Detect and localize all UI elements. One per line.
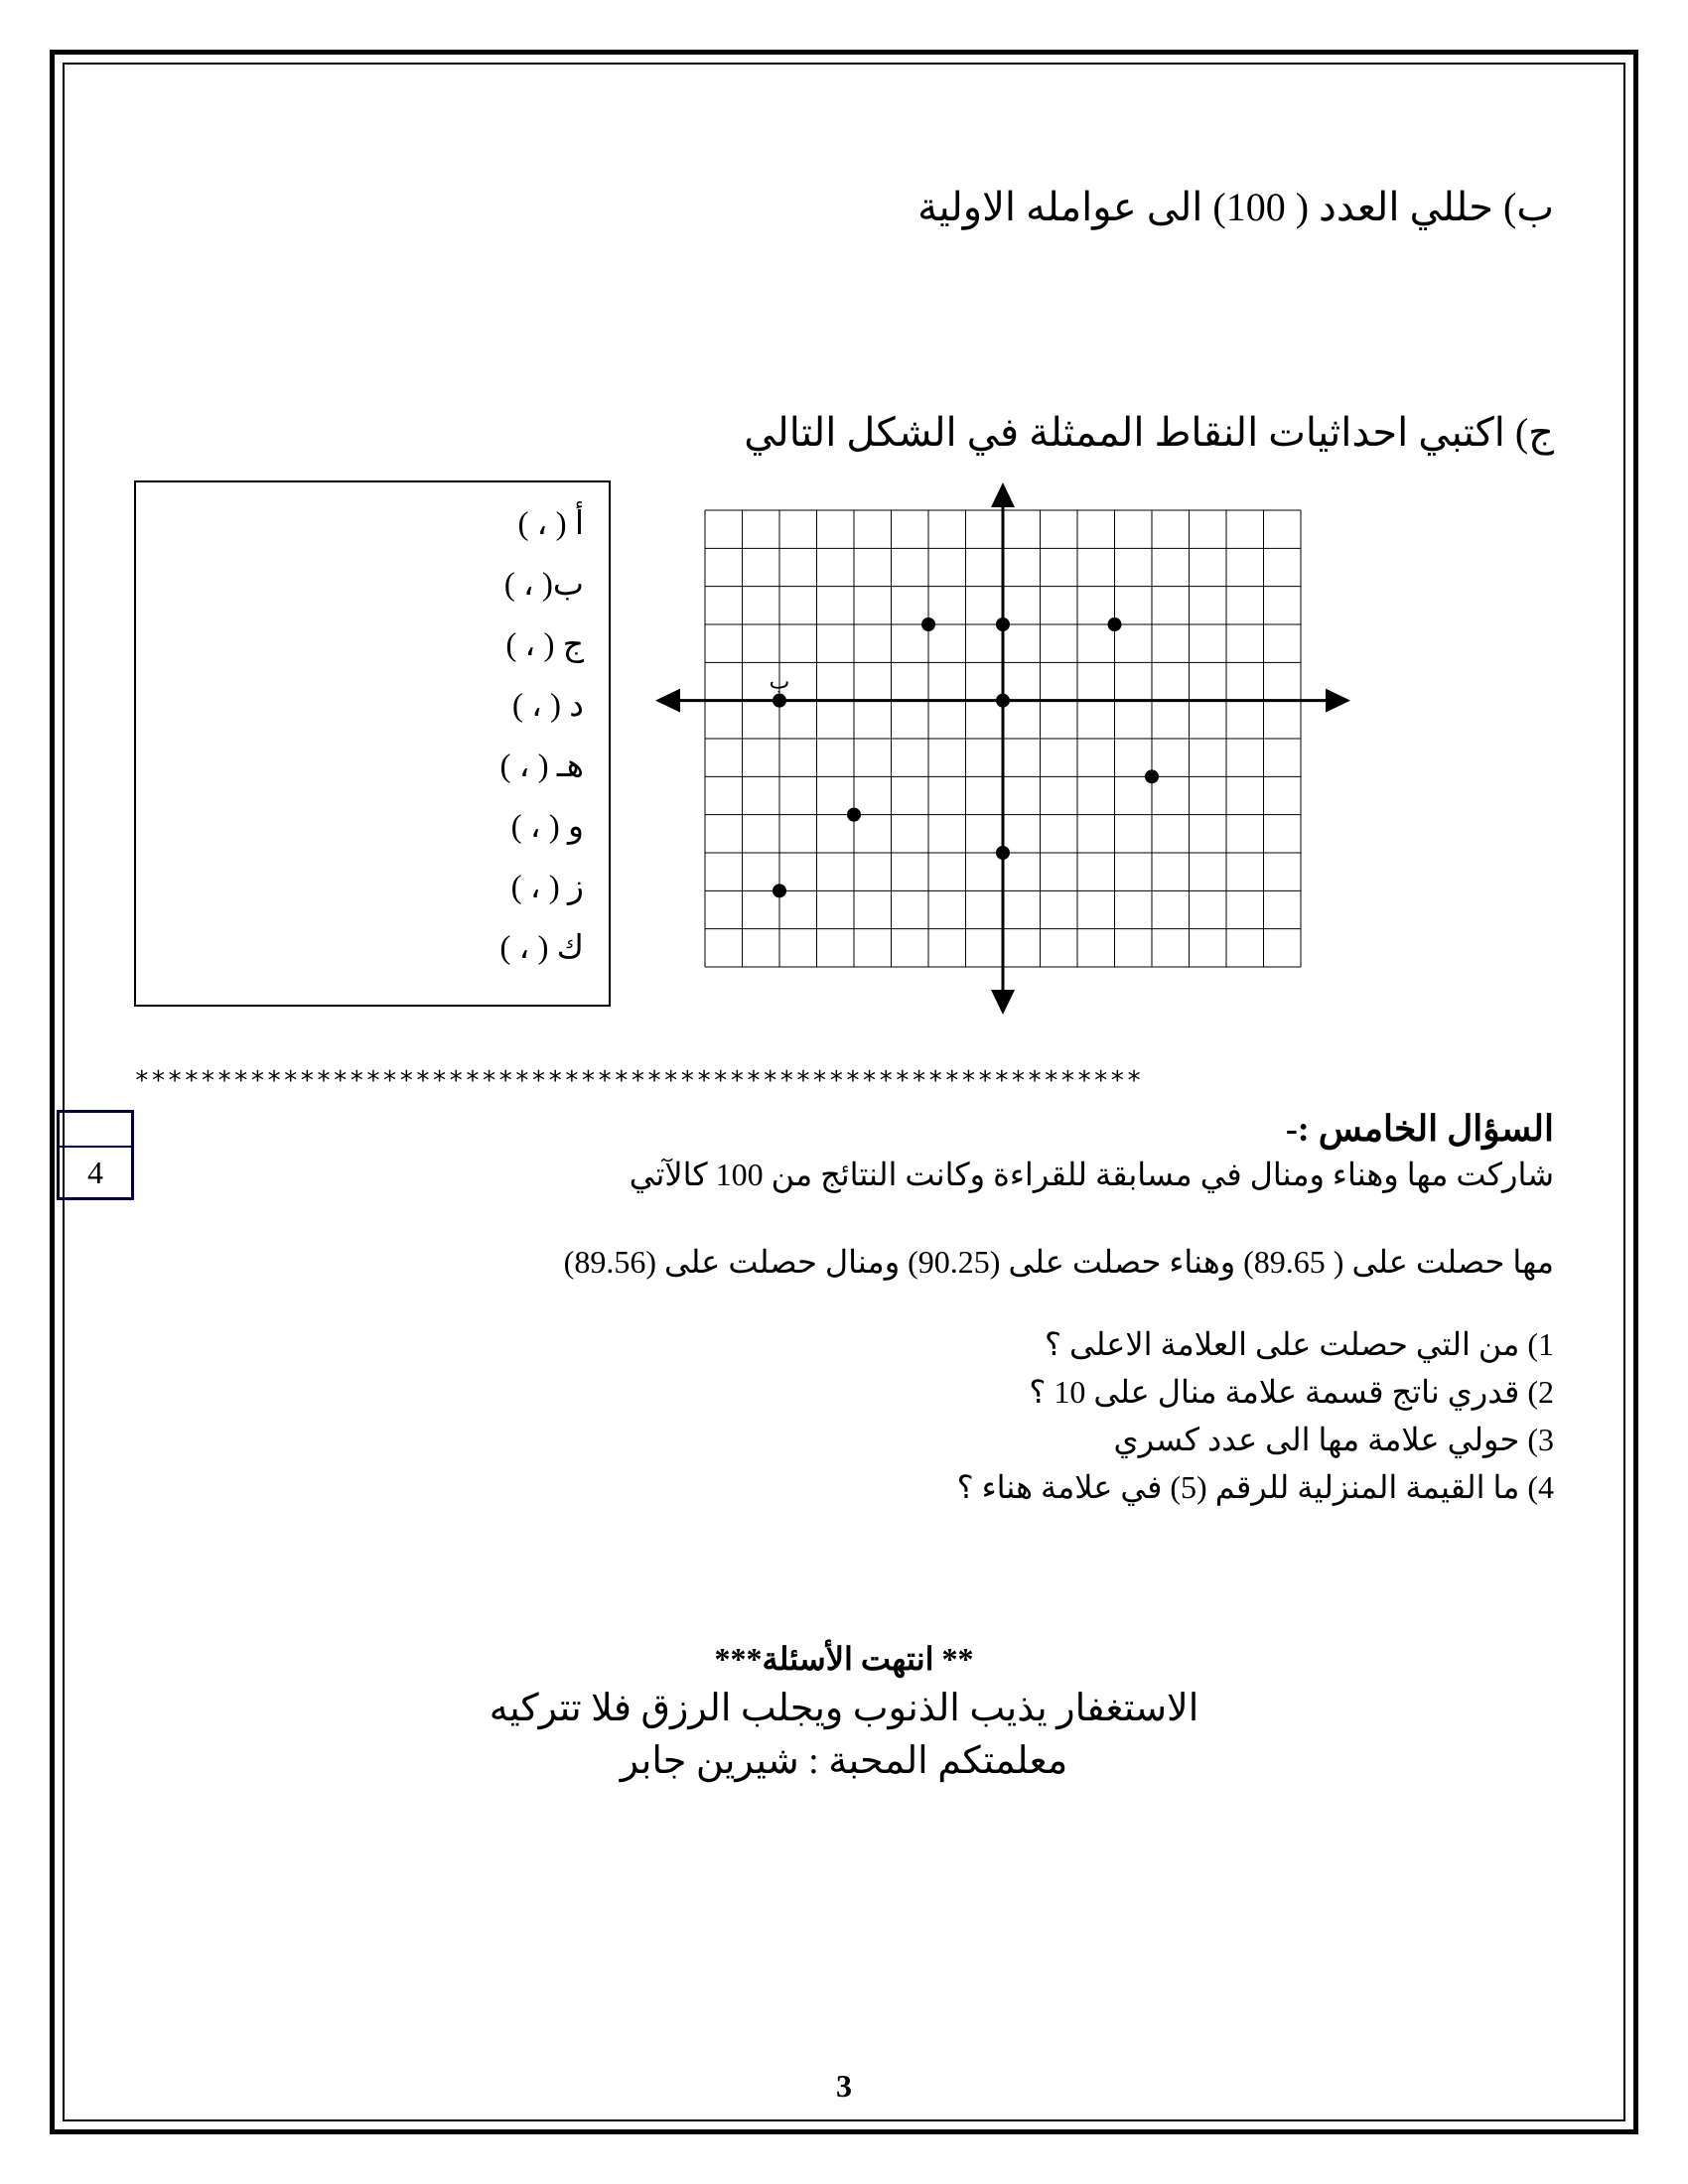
q5-item-3: 3) حولي علامة مها الى عدد كسري	[134, 1416, 1554, 1463]
q5-item-4: 4) ما القيمة المنزلية للرقم (5) في علامة…	[134, 1463, 1554, 1511]
q5-text: شاركت مها وهناء ومنال في مسابقة للقراءة …	[134, 1156, 1554, 1193]
score-box-value: 4	[60, 1148, 131, 1197]
coordinate-graph: ب	[650, 480, 1355, 1017]
answer-line-b: ب( ، )	[161, 555, 584, 615]
q5-item-2: 2) قدري ناتج قسمة علامة منال على 10 ؟	[134, 1368, 1554, 1416]
q5-item-1: 1) من التي حصلت على العلامة الاعلى ؟	[134, 1320, 1554, 1368]
svg-text:ب: ب	[770, 669, 790, 694]
inner-border: ب) حللي العدد ( 100) الى عوامله الاولية …	[63, 63, 1625, 2121]
end-text-2: معلمتكم المحبة : شيرين جابر	[134, 1738, 1554, 1783]
graph-section: أ ( ، ) ب( ، ) ج ( ، ) د ( ، ) هـ ( ، ) …	[134, 480, 1554, 1017]
answer-line-f: و ( ، )	[161, 797, 584, 858]
answer-line-g: ز ( ، )	[161, 858, 584, 918]
end-text-1: الاستغفار يذيب الذنوب ويجلب الرزق فلا تت…	[134, 1686, 1554, 1730]
answer-line-e: هـ ( ، )	[161, 737, 584, 797]
answer-line-h: ك ( ، )	[161, 918, 584, 979]
answer-line-c: ج ( ، )	[161, 615, 584, 676]
q5-header: السؤال الخامس :- 4	[134, 1108, 1554, 1150]
q5-questions-list: 1) من التي حصلت على العلامة الاعلى ؟ 2) …	[134, 1320, 1554, 1511]
separator-line: ****************************************…	[134, 1066, 1554, 1096]
answer-line-d: د ( ، )	[161, 676, 584, 737]
score-box-top	[60, 1113, 131, 1148]
question-c-text: ج) اكتبي احداثيات النقاط الممثلة في الشك…	[134, 409, 1554, 456]
page-number: 3	[836, 2068, 852, 2105]
outer-border: ب) حللي العدد ( 100) الى عوامله الاولية …	[50, 50, 1638, 2134]
q5-scores-line: مها حصلت على ( 89.65) وهناء حصلت على (90…	[134, 1243, 1554, 1281]
answer-line-a: أ ( ، )	[161, 494, 584, 555]
ending-section: ** انتهت الأسئلة*** الاستغفار يذيب الذنو…	[134, 1640, 1554, 1783]
answer-box: أ ( ، ) ب( ، ) ج ( ، ) د ( ، ) هـ ( ، ) …	[134, 480, 611, 1007]
q5-title: السؤال الخامس :-	[1286, 1108, 1554, 1150]
end-bold-text: ** انتهت الأسئلة***	[134, 1640, 1554, 1678]
question-b-text: ب) حللي العدد ( 100) الى عوامله الاولية	[134, 184, 1554, 230]
score-box: 4	[57, 1110, 134, 1200]
